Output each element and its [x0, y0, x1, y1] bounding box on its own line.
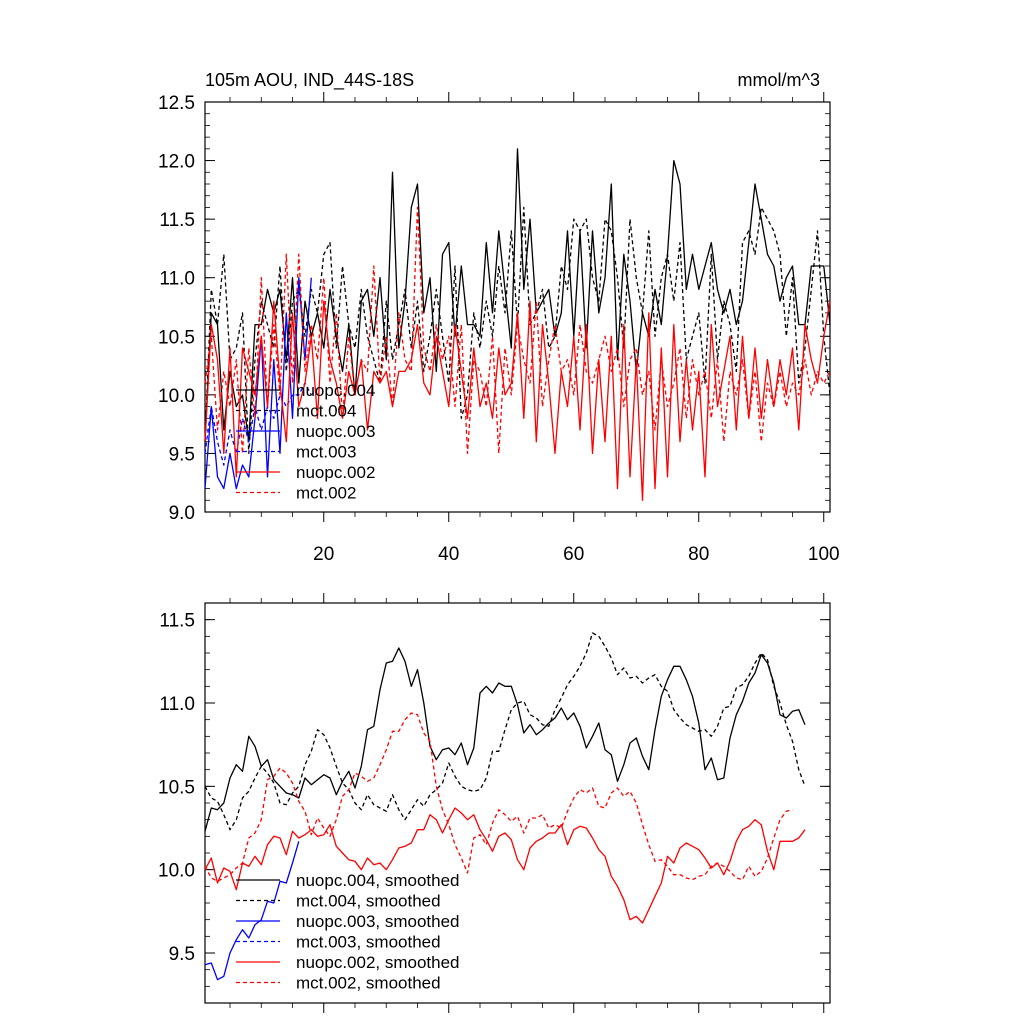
y-tick-label: 12.0: [158, 152, 195, 173]
series-line-nuopc-004: [204, 148, 831, 443]
y-tick-label: 11.5: [159, 210, 195, 231]
legend-label: nuopc.002: [296, 463, 375, 482]
y-tick-label: 10.0: [158, 386, 195, 407]
units-label: mmol/m^3: [738, 70, 820, 90]
top-raw-chart: 105m AOU, IND_44S-18S mmol/m^3 9.0 9.5 10.…: [158, 70, 840, 565]
x-tick-label: 80: [688, 544, 709, 565]
series-line-mct-004-smoothed: [204, 632, 806, 831]
series-line-nuopc-003: [204, 277, 312, 490]
y-tick-label: 10.5: [158, 327, 195, 348]
legend-label: nuopc.004: [296, 381, 375, 400]
legend-label: mct.003, smoothed: [296, 933, 441, 952]
legend-label: nuopc.002, smoothed: [296, 953, 460, 972]
series-line-nuopc-003-smoothed: [204, 841, 300, 981]
x-tick-label: 60: [563, 544, 584, 565]
bottom-smoothed-chart: 9.5 10.0 10.5 11.0 11.5 nuopc.004, smoothed mc…: [158, 593, 831, 1013]
y-tick-label: 11.0: [159, 694, 195, 715]
legend-label: nuopc.003, smoothed: [296, 912, 460, 931]
series-line-nuopc-002: [204, 300, 831, 501]
x-tick-label: 40: [438, 544, 459, 565]
y-tick-label: 11.5: [159, 611, 195, 632]
y-tick-label: 9.5: [169, 944, 195, 965]
y-tick-label: 10.5: [158, 777, 195, 798]
x-tick-label: 20: [313, 544, 334, 565]
y-tick-label: 12.5: [158, 93, 195, 114]
series-line-mct-002: [204, 206, 831, 455]
series-line-nuopc-004-smoothed: [204, 647, 806, 832]
legend-label: mct.002, smoothed: [296, 974, 441, 993]
y-tick-label: 11.0: [159, 269, 195, 290]
legend-label: mct.004, smoothed: [296, 892, 441, 911]
legend-label: mct.003: [296, 443, 356, 462]
legend-label: nuopc.003: [296, 422, 375, 441]
legend-label: mct.002: [296, 484, 356, 503]
plot-frame: [204, 101, 831, 513]
chart-title: 105m AOU, IND_44S-18S: [205, 70, 414, 91]
series-line-mct-002-smoothed: [204, 712, 793, 882]
series-line-nuopc-002-smoothed: [204, 807, 806, 924]
y-tick-label: 9.0: [169, 503, 195, 524]
legend-label: nuopc.004, smoothed: [296, 871, 460, 890]
legend-label: mct.004: [296, 402, 356, 421]
series-line-mct-003: [204, 382, 312, 466]
y-tick-label: 9.5: [169, 444, 195, 465]
x-tick-label: 100: [808, 544, 840, 565]
y-tick-label: 10.0: [158, 861, 195, 882]
